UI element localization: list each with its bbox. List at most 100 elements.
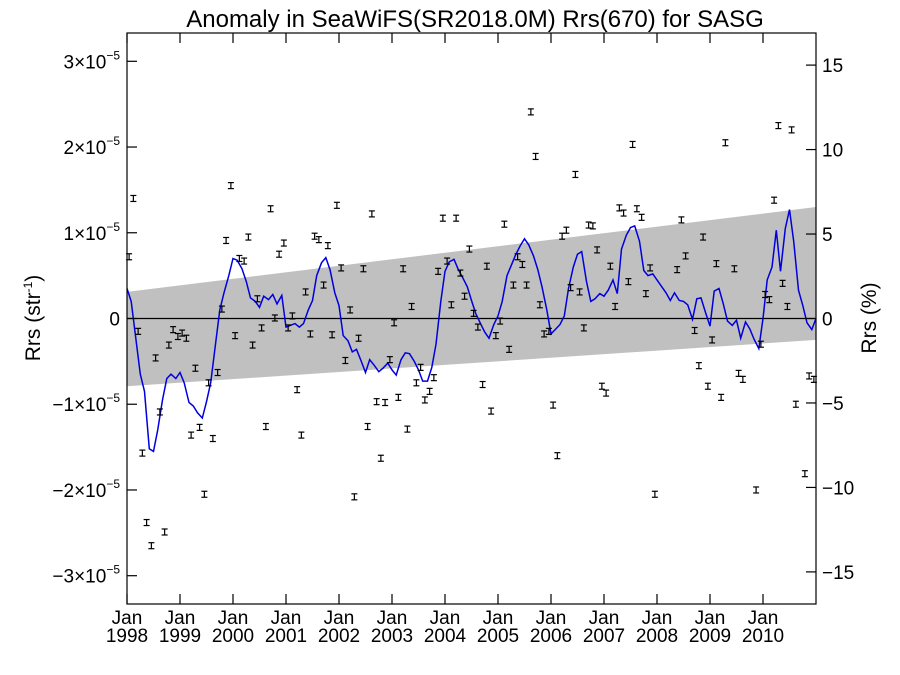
data-point	[170, 326, 177, 334]
data-point	[227, 182, 234, 190]
data-point	[413, 379, 420, 387]
bottom-axis: Jan1998Jan1999Jan2000Jan2001Jan2002Jan20…	[106, 33, 784, 647]
data-point	[280, 239, 287, 247]
data-point	[435, 267, 442, 275]
data-point	[488, 407, 495, 415]
data-point	[474, 323, 481, 331]
data-point	[404, 425, 411, 433]
bottom-tick-year: 2010	[742, 626, 784, 647]
bottom-tick-year: 2005	[477, 626, 519, 647]
data-point	[201, 490, 208, 498]
left-tick-label: −2×10−5	[52, 477, 120, 502]
data-point	[262, 422, 269, 431]
data-point	[324, 242, 331, 250]
data-point	[731, 265, 738, 273]
data-point	[722, 139, 729, 147]
data-point	[541, 330, 548, 338]
data-point	[620, 209, 627, 217]
bottom-tick-month: Jan	[430, 608, 461, 629]
data-point	[457, 269, 464, 277]
data-point	[775, 121, 782, 130]
data-point	[470, 309, 477, 317]
data-point	[307, 330, 314, 338]
data-point	[148, 542, 155, 550]
data-point	[563, 226, 570, 234]
data-point	[347, 306, 354, 314]
bottom-tick-year: 2003	[371, 626, 413, 647]
data-point	[205, 379, 212, 387]
data-point	[682, 252, 689, 260]
plot-area	[126, 108, 817, 550]
data-point	[625, 278, 632, 286]
bottom-tick-year: 2006	[530, 626, 572, 647]
data-point	[426, 387, 433, 395]
data-point	[739, 375, 746, 383]
data-point	[580, 324, 587, 332]
data-point	[355, 334, 362, 342]
data-point	[762, 290, 769, 299]
left-tick-label: −3×10−5	[52, 563, 120, 588]
data-point	[633, 205, 640, 213]
smoothed-line	[126, 209, 817, 453]
data-point	[143, 518, 150, 527]
data-point	[395, 393, 402, 401]
left-axis-label-suffix: )	[22, 275, 45, 282]
right-tick-label: −15	[822, 563, 854, 584]
data-point	[647, 264, 654, 272]
data-point	[806, 372, 813, 380]
bottom-tick-year: 2008	[636, 626, 678, 647]
data-point	[444, 257, 451, 265]
data-point	[135, 327, 142, 335]
data-point	[333, 201, 340, 209]
data-point	[152, 354, 159, 362]
data-point	[757, 340, 764, 348]
data-point	[351, 493, 358, 501]
data-point	[364, 422, 371, 431]
data-point	[298, 431, 305, 439]
data-point	[550, 401, 557, 409]
data-point	[700, 233, 707, 241]
right-axis-label: Rrs (%)	[858, 282, 881, 353]
data-point	[536, 301, 543, 309]
data-point	[373, 398, 380, 406]
right-axis: 15 10 5 0 −5 −10 −15	[806, 56, 854, 584]
data-point	[196, 423, 203, 431]
data-point	[302, 288, 309, 296]
data-point	[514, 253, 521, 261]
data-point	[527, 108, 534, 116]
data-point	[709, 336, 716, 344]
data-point	[642, 290, 649, 298]
bottom-tick-year: 2009	[689, 626, 731, 647]
data-point	[209, 434, 216, 443]
data-point	[483, 262, 490, 270]
data-point	[174, 332, 181, 341]
data-point	[519, 260, 526, 269]
data-point	[430, 374, 437, 382]
bottom-tick-month: Jan	[112, 608, 143, 629]
left-tick-label: 1×10−5	[64, 220, 121, 245]
data-point	[638, 213, 645, 221]
left-axis-label-sup: -1	[21, 281, 35, 292]
bottom-tick-month: Jan	[271, 608, 302, 629]
data-point	[695, 362, 702, 370]
left-axis-label: Rrs (str-1)	[21, 275, 45, 362]
data-point	[766, 296, 773, 304]
data-point	[461, 292, 468, 300]
data-point	[192, 364, 199, 372]
data-point	[276, 250, 283, 258]
bottom-tick-month: Jan	[377, 608, 408, 629]
data-point	[651, 490, 658, 498]
data-point	[183, 334, 190, 342]
data-point	[249, 341, 256, 349]
data-point	[320, 281, 327, 289]
data-point	[218, 305, 225, 313]
data-point	[616, 204, 623, 212]
data-point	[771, 196, 778, 204]
data-point	[567, 284, 574, 292]
data-point	[607, 262, 614, 270]
data-point	[506, 345, 513, 353]
data-point	[576, 288, 583, 296]
left-axis-label-text: Rrs (str	[22, 292, 45, 361]
data-point	[497, 317, 504, 325]
data-point	[241, 257, 248, 265]
